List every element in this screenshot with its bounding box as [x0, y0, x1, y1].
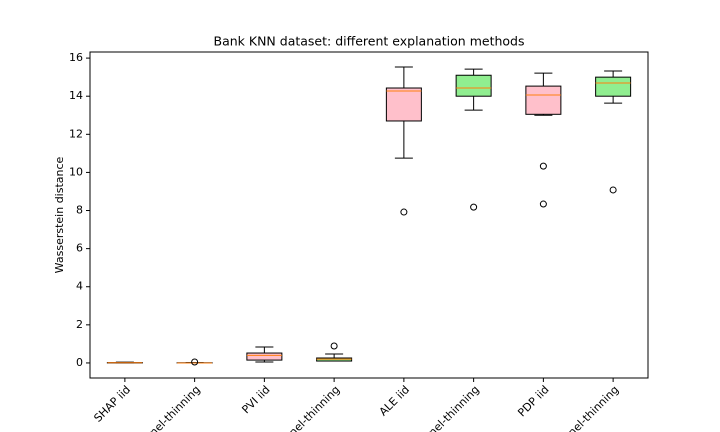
box	[246, 352, 283, 361]
y-tick-label: 12	[69, 127, 83, 140]
x-tick-label: SHAP iid	[91, 383, 133, 425]
x-tick-label: PVI kernel-thinning	[260, 383, 343, 432]
outlier	[539, 200, 547, 208]
y-tick-label: 0	[76, 356, 83, 369]
outlier	[470, 203, 478, 211]
y-tick-label: 8	[76, 204, 83, 217]
y-tick-label: 6	[76, 242, 83, 255]
y-tick-label: 10	[69, 165, 83, 178]
y-tick-label: 14	[69, 89, 83, 102]
x-tick-label: PVI iid	[239, 383, 272, 416]
box	[525, 85, 562, 115]
y-tick-label: 4	[76, 280, 83, 293]
y-tick-label: 16	[69, 51, 83, 64]
y-axis-label: Wasserstein distance	[53, 156, 66, 273]
x-tick-label: PDP iid	[515, 383, 551, 419]
outlier	[330, 342, 338, 350]
outlier	[609, 186, 617, 194]
outlier	[191, 358, 199, 366]
x-tick-label: ALE iid	[377, 383, 412, 418]
box	[595, 76, 632, 97]
outlier	[400, 208, 408, 216]
box	[455, 74, 492, 97]
outlier	[539, 162, 547, 170]
chart-title: Bank KNN dataset: different explanation …	[214, 34, 525, 49]
y-tick-label: 2	[76, 318, 83, 331]
box	[385, 87, 422, 122]
plot-frame	[89, 51, 649, 379]
